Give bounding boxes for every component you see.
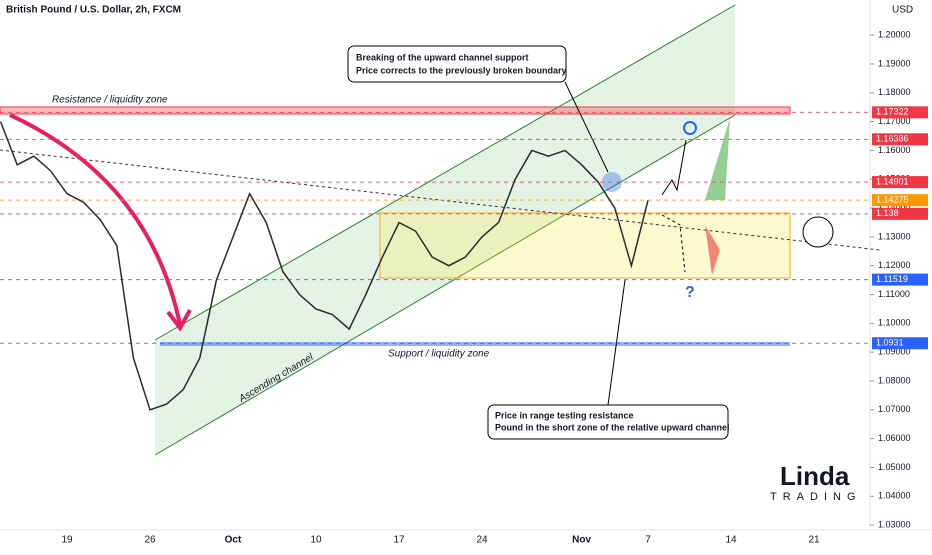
logo-sub: TRADING [770, 491, 862, 503]
x-tick-label: Nov [572, 535, 591, 546]
level-label: 1.14275 [876, 195, 909, 205]
callout-text: Pound in the short zone of the relative … [495, 422, 730, 432]
y-tick-label: 1.13000 [878, 231, 911, 241]
level-label: 1.16386 [876, 134, 909, 144]
y-tick-label: 1.07000 [878, 404, 911, 414]
trend-line [0, 149, 881, 251]
meme-face [802, 216, 834, 248]
x-tick-label: Oct [225, 535, 242, 546]
projection [661, 139, 687, 196]
y-tick-label: 1.08000 [878, 375, 911, 385]
question-mark: ? [685, 284, 695, 301]
y-tick-label: 1.10000 [878, 318, 911, 328]
x-tick-label: 7 [645, 535, 651, 546]
y-tick-label: 1.05000 [878, 462, 911, 472]
y-tick-label: 1.17000 [878, 116, 911, 126]
y-tick-label: 1.16000 [878, 145, 911, 155]
level-tag [872, 337, 928, 350]
level-tag [872, 273, 928, 286]
callout-text: Price in range testing resistance [495, 410, 634, 420]
callout-line [607, 279, 626, 406]
channel-line [154, 4, 736, 341]
zone-label: Resistance / liquidity zone [52, 95, 168, 106]
y-tick-label: 1.04000 [878, 491, 911, 501]
level-label: 1.138 [876, 208, 899, 218]
channel-line [154, 114, 736, 456]
callout-box [347, 45, 567, 83]
x-tick-label: 21 [808, 535, 820, 546]
y-tick-label: 1.03000 [878, 519, 911, 529]
y-tick-label: 1.14000 [878, 202, 911, 212]
y-tick-label: 1.18000 [878, 87, 911, 97]
level-label: 1.0931 [876, 338, 904, 348]
down-arrow [705, 225, 720, 275]
x-tick-label: 17 [393, 535, 405, 546]
y-tick-label: 1.06000 [878, 433, 911, 443]
x-tick-label: 14 [725, 535, 737, 546]
y-axis-label: USD [892, 5, 913, 16]
level-label: 1.17322 [876, 107, 909, 117]
chart-title: British Pound / U.S. Dollar, 2h, FXCM [6, 5, 181, 16]
logo: Linda [780, 461, 850, 491]
up-arrow [705, 118, 730, 200]
level-tag [872, 194, 928, 207]
support-zone [160, 342, 790, 346]
zone-label: Support / liquidity zone [388, 349, 490, 360]
y-tick-label: 1.12000 [878, 260, 911, 270]
level-tag [872, 176, 928, 189]
x-tick-label: 26 [144, 535, 156, 546]
y-tick-label: 1.09000 [878, 347, 911, 357]
price-line [0, 121, 649, 411]
range-box [379, 212, 791, 279]
level-tag [872, 207, 928, 220]
y-tick-label: 1.19000 [878, 58, 911, 68]
callout-text: Breaking of the upward channel support [356, 52, 529, 62]
x-tick-label: 19 [61, 535, 73, 546]
level-tag [872, 133, 928, 146]
arrow-head [166, 309, 192, 332]
level-tag [872, 106, 928, 119]
x-tick-label: 24 [476, 535, 488, 546]
y-tick-label: 1.11000 [878, 289, 910, 299]
level-label: 1.14901 [876, 176, 909, 186]
x-tick-label: 10 [310, 535, 322, 546]
y-tick-label: 1.20000 [878, 30, 911, 40]
level-label: 1.11519 [876, 274, 908, 284]
projection [661, 214, 686, 273]
target-icon [683, 121, 697, 135]
callout-box [487, 404, 729, 440]
resistance-zone [0, 106, 791, 115]
callout-line [564, 81, 609, 173]
callout-text: Price corrects to the previously broken … [356, 65, 567, 75]
